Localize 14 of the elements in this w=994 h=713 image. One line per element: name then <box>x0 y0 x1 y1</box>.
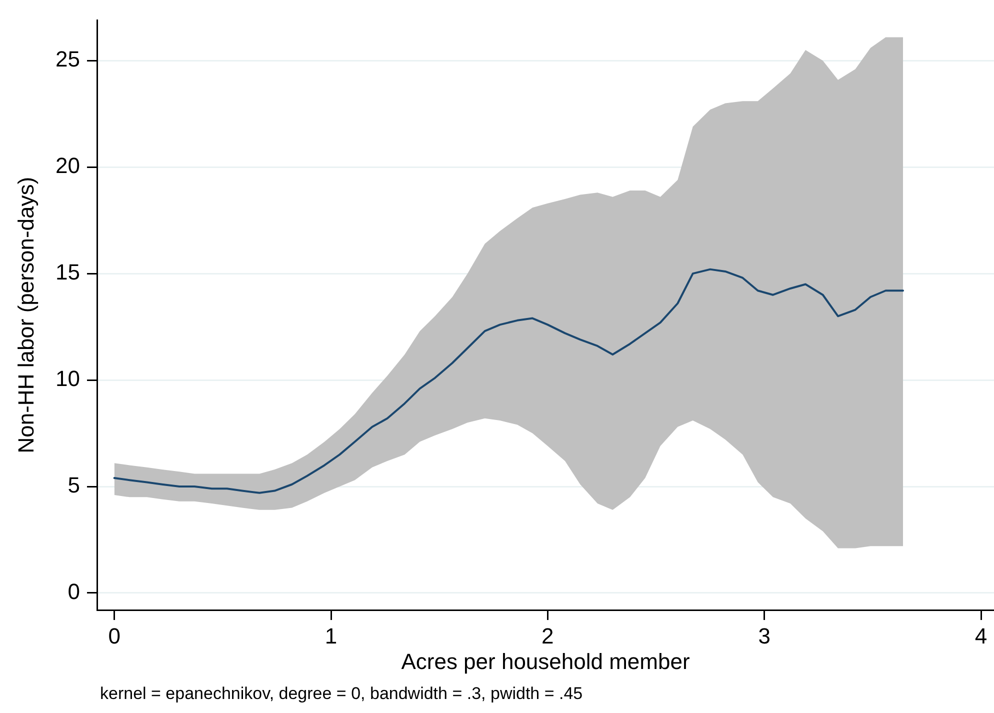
x-tick-label: 2 <box>542 623 554 648</box>
x-axis-title: Acres per household member <box>401 648 690 674</box>
x-tick-label: 0 <box>108 623 120 648</box>
y-tick-label: 15 <box>56 260 80 285</box>
x-tick-label: 3 <box>758 623 770 648</box>
y-axis-title: Non-HH labor (person-days) <box>13 176 38 454</box>
text: kernel = epanechnikov, degree = 0, bandwidth = .3, pwidth = .45 <box>100 684 583 704</box>
y-tick-label: 5 <box>68 472 80 498</box>
y-tick-label: 20 <box>56 153 80 178</box>
y-tick-label: 25 <box>56 46 80 72</box>
x-tick-label: 4 <box>974 623 988 648</box>
y-tick-label: 10 <box>56 366 80 392</box>
x-tick-label: 1 <box>324 623 338 648</box>
y-tick-label: 0 <box>68 579 80 604</box>
